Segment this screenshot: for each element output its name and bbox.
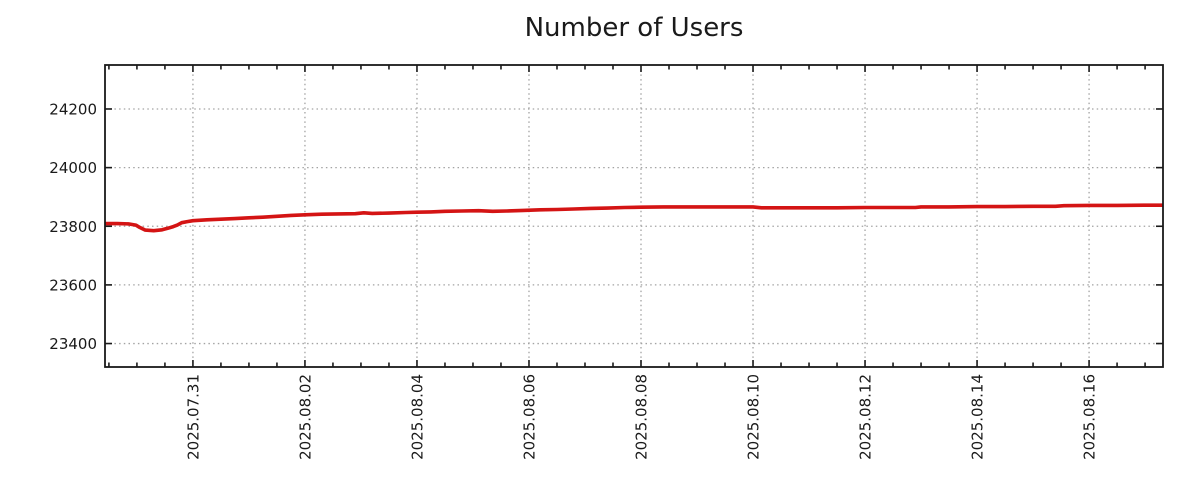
y-tick-label: 23800 [49, 218, 97, 236]
y-tick-label: 24200 [49, 100, 97, 118]
x-tick-label: 2025.08.16 [1081, 374, 1099, 460]
y-tick-label: 24000 [49, 159, 97, 177]
chart-title: Number of Users [524, 13, 744, 43]
x-tick-label: 2025.07.31 [184, 374, 202, 460]
x-tick-label: 2025.08.14 [969, 374, 987, 460]
series-line [105, 203, 1163, 233]
y-tick-label: 23400 [49, 335, 97, 353]
x-tick-label: 2025.08.04 [408, 374, 426, 460]
plot-border [104, 64, 1164, 368]
x-tick-label: 2025.08.10 [745, 374, 763, 460]
y-tick-label: 23600 [49, 276, 97, 294]
x-tick-label: 2025.08.08 [633, 374, 651, 460]
x-tick-label: 2025.08.02 [296, 374, 314, 460]
x-tick-label: 2025.08.12 [857, 374, 875, 460]
x-tick-label: 2025.08.06 [520, 374, 538, 460]
